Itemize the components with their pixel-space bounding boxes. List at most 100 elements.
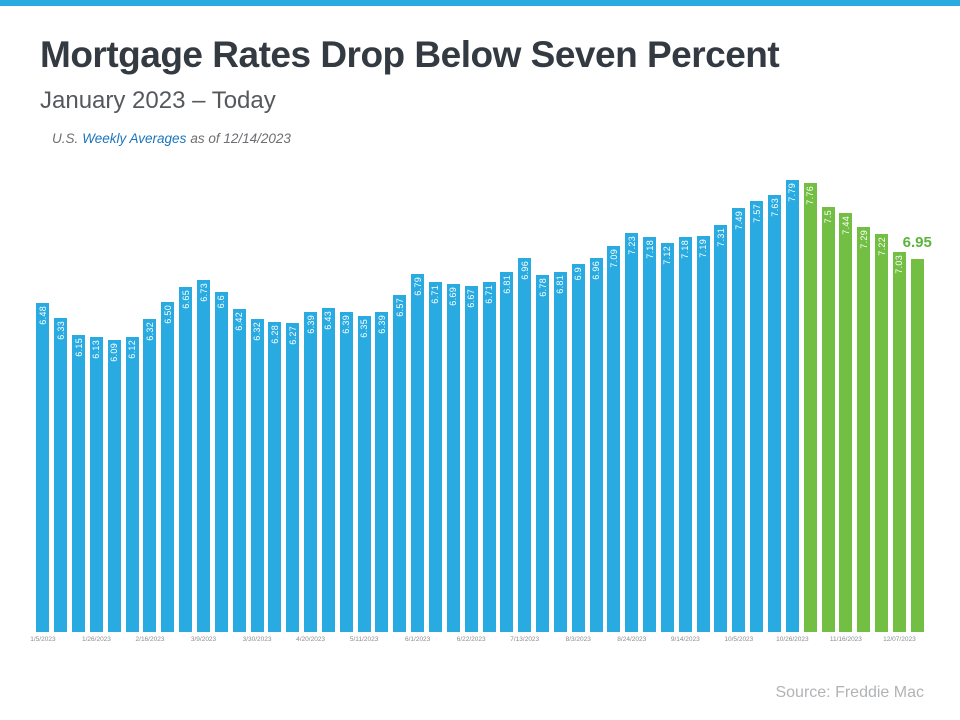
- bar-value-label: 7.63: [769, 197, 780, 217]
- bar-slot: 7.19: [694, 160, 712, 632]
- bar-value-label: 7.09: [608, 248, 619, 268]
- bar: 6.57: [393, 294, 407, 632]
- tick-slot: [105, 636, 123, 652]
- bar-slot: 6.71: [427, 160, 445, 632]
- bar: 7.63: [768, 194, 782, 632]
- bar-value-label: 7.18: [680, 239, 691, 259]
- bar-slot: 6.32: [248, 160, 266, 632]
- bar-slot: 6.28: [266, 160, 284, 632]
- bar-value-label: 6.12: [127, 339, 138, 359]
- bar: 6.96: [589, 257, 603, 632]
- tick-slot: 10/26/2023: [776, 636, 809, 652]
- bar-slot: 7.31: [712, 160, 730, 632]
- note-suffix: as of 12/14/2023: [190, 130, 291, 146]
- bar-value-label: 6.79: [412, 276, 423, 296]
- x-axis-tick-label: 8/3/2023: [565, 635, 591, 643]
- bar-slot: 6.35: [355, 160, 373, 632]
- bar-value-label: 6.65: [180, 289, 191, 309]
- bar-slot: 6.6: [212, 160, 230, 632]
- bar-value-label: 6.96: [519, 260, 530, 280]
- x-axis-tick-label: 6/1/2023: [404, 635, 431, 643]
- chart-bars: 6.48 6.33 6.15 6.13 6.09 6.12 6.32 6.50 6.65 6.73…: [34, 160, 932, 632]
- bar-slot: 7.63: [766, 160, 784, 632]
- bar: 7.31: [714, 224, 728, 632]
- tick-slot: 10/5/2023: [724, 636, 753, 652]
- bar: 7.18: [678, 236, 692, 632]
- bar: 7.29: [857, 226, 871, 632]
- bar-slot: 7.5: [819, 160, 837, 632]
- x-axis-tick-label: 8/24/2023: [617, 635, 647, 643]
- final-value-label: 6.95: [902, 233, 932, 251]
- tick-slot: 12/07/2023: [883, 636, 916, 652]
- bar-slot: 6.69: [444, 160, 462, 632]
- bar-value-label: 6.81: [501, 274, 512, 294]
- bar-value-label: 6.57: [394, 297, 405, 317]
- tick-slot: 1/26/2023: [82, 636, 111, 652]
- x-axis-tick-label: 2/16/2023: [135, 635, 165, 643]
- bar-slot: 6.48: [34, 160, 52, 632]
- bar-value-label: 7.19: [698, 238, 709, 258]
- bar-slot: 6.9: [569, 160, 587, 632]
- bar: 6.50: [161, 301, 175, 632]
- bar: 6.15: [72, 334, 86, 632]
- bar-slot: 6.96: [587, 160, 605, 632]
- bar-value-label: 6.39: [341, 314, 352, 334]
- tick-slot: 11/16/2023: [830, 636, 862, 652]
- bar: 7.18: [643, 236, 657, 632]
- bar: 6.12: [125, 336, 139, 632]
- page-title: Mortgage Rates Drop Below Seven Percent: [40, 34, 780, 75]
- bar: 7.76: [803, 182, 817, 632]
- bar-slot: 6.79: [409, 160, 427, 632]
- bar-slot: 6.33: [52, 160, 70, 632]
- tick-slot: [427, 636, 445, 652]
- tick-slot: [373, 636, 391, 652]
- bar-value-label: 6.15: [73, 337, 84, 357]
- bar-slot: 7.29: [855, 160, 873, 632]
- bar-slot: 6.95: [903, 160, 932, 632]
- bar: 7.5: [821, 206, 835, 632]
- bar: 6.81: [553, 271, 567, 632]
- bar: 6.09: [107, 339, 121, 632]
- weekly-averages-link[interactable]: Weekly Averages: [82, 130, 187, 146]
- bar-slot: 7.49: [730, 160, 748, 632]
- bar-value-label: 6.67: [466, 288, 477, 308]
- bar-slot: 7.57: [748, 160, 766, 632]
- bar-slot: 7.76: [801, 160, 819, 632]
- x-axis-tick-label: 7/13/2023: [510, 635, 540, 643]
- bar-slot: 6.09: [105, 160, 123, 632]
- bar-value-label: 6.48: [37, 305, 48, 325]
- bar-value-label: 6.96: [591, 260, 602, 280]
- page-subtitle: January 2023 – Today: [40, 86, 276, 114]
- x-axis-tick-label: 5/11/2023: [349, 635, 379, 643]
- bar-slot: 6.78: [534, 160, 552, 632]
- bar: 6.28: [268, 321, 282, 632]
- bar-value-label: 6.71: [484, 284, 495, 304]
- bar-slot: 7.23: [623, 160, 641, 632]
- bar: 6.79: [411, 273, 425, 632]
- bar-slot: 6.50: [159, 160, 177, 632]
- x-axis-tick-label: 10/26/2023: [776, 635, 809, 643]
- tick-slot: 2/16/2023: [136, 636, 165, 652]
- bar: 6.9: [571, 263, 585, 632]
- x-axis-tick-label: 11/16/2023: [829, 635, 862, 643]
- x-axis-tick-label: 1/26/2023: [81, 635, 111, 643]
- bar-slot: 7.18: [641, 160, 659, 632]
- bar-slot: 6.67: [462, 160, 480, 632]
- bar-value-label: 7.5: [823, 209, 834, 223]
- bar: 6.69: [446, 283, 460, 632]
- tick-slot: 3/30/2023: [243, 636, 272, 652]
- x-axis-tick-label: 3/9/2023: [190, 635, 217, 643]
- bar: 6.65: [179, 286, 193, 632]
- bar-value-label: 6.13: [91, 339, 102, 359]
- bar: 6.71: [428, 281, 442, 632]
- bar: 6.73: [197, 279, 211, 632]
- bar: 7.03: [892, 251, 906, 632]
- bar: 7.49: [732, 207, 746, 632]
- bar: 6.35: [357, 315, 371, 632]
- bar-slot: 6.81: [498, 160, 516, 632]
- bar-value-label: 6.27: [287, 325, 298, 345]
- bar: 6.39: [304, 311, 318, 632]
- bar-slot: 6.39: [373, 160, 391, 632]
- bar-slot: 6.81: [551, 160, 569, 632]
- tick-slot: 6/22/2023: [457, 636, 486, 652]
